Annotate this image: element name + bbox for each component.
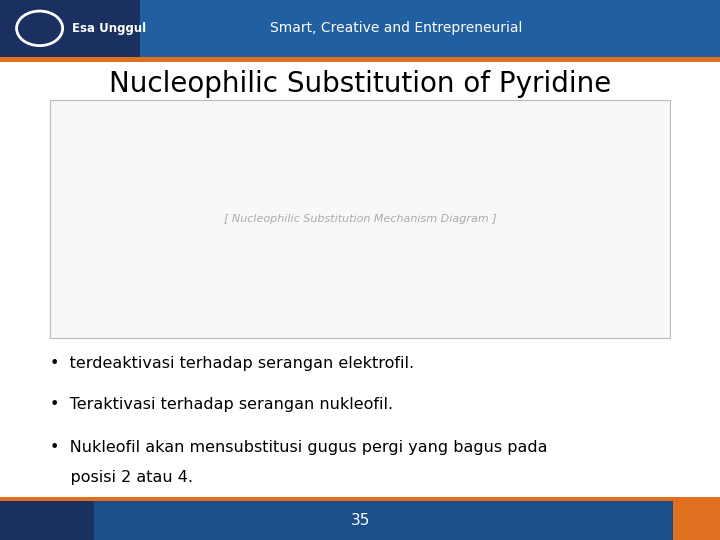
Text: •  terdeaktivasi terhadap serangan elektrofil.: • terdeaktivasi terhadap serangan elektr… — [50, 356, 415, 372]
Text: Nucleophilic Substitution of Pyridine: Nucleophilic Substitution of Pyridine — [109, 70, 611, 98]
FancyBboxPatch shape — [0, 57, 720, 501]
Text: •  Teraktivasi terhadap serangan nukleofil.: • Teraktivasi terhadap serangan nukleofi… — [50, 397, 394, 412]
Text: Esa Unggul: Esa Unggul — [72, 22, 146, 35]
FancyBboxPatch shape — [50, 100, 670, 338]
FancyBboxPatch shape — [673, 501, 720, 540]
Text: posisi 2 atau 4.: posisi 2 atau 4. — [50, 470, 194, 485]
FancyBboxPatch shape — [0, 501, 94, 540]
FancyBboxPatch shape — [0, 57, 720, 62]
Text: •  Nukleofil akan mensubstitusi gugus pergi yang bagus pada: • Nukleofil akan mensubstitusi gugus per… — [50, 440, 548, 455]
Text: [ Nucleophilic Substitution Mechanism Diagram ]: [ Nucleophilic Substitution Mechanism Di… — [224, 214, 496, 224]
Text: Smart, Creative and Entrepreneurial: Smart, Creative and Entrepreneurial — [270, 22, 522, 35]
Text: 35: 35 — [351, 513, 369, 528]
FancyBboxPatch shape — [0, 0, 720, 57]
FancyBboxPatch shape — [0, 501, 720, 540]
FancyBboxPatch shape — [0, 0, 140, 57]
FancyBboxPatch shape — [0, 497, 720, 501]
